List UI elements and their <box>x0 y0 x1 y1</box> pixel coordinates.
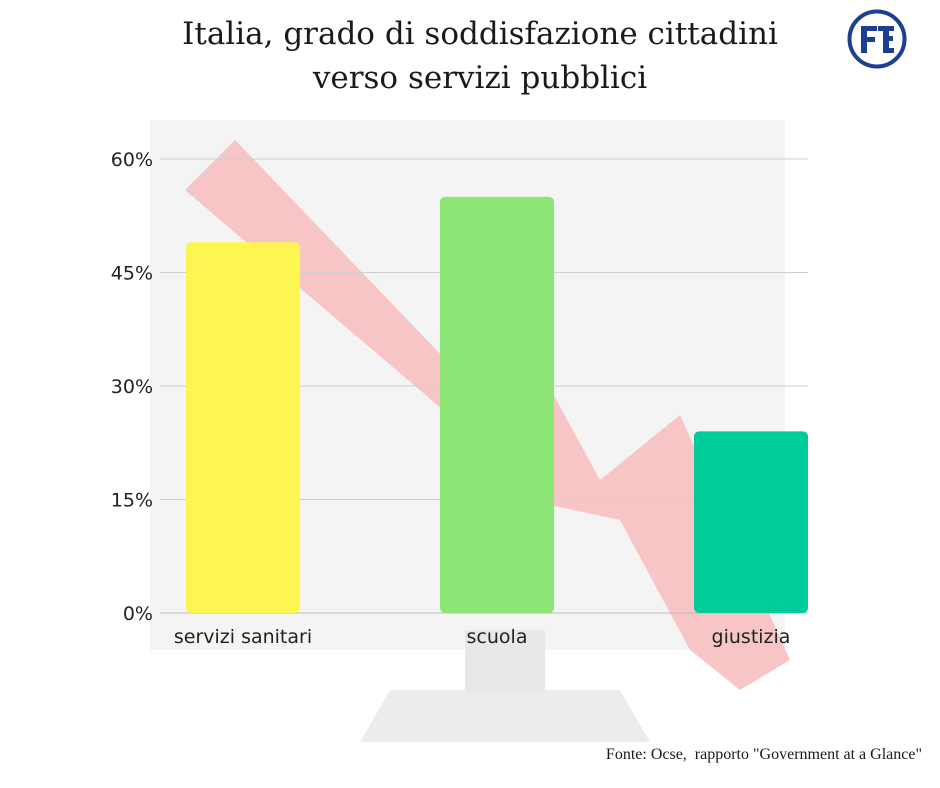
x-category-label: servizi sanitari <box>174 626 312 648</box>
y-tick-label: 45% <box>111 263 153 285</box>
monitor-stand <box>465 630 545 692</box>
title-line-1: Italia, grado di soddisfazione cittadini <box>182 16 778 52</box>
title-line-2: verso servizi pubblici <box>312 60 648 96</box>
bar-servizi-sanitari <box>186 242 300 613</box>
y-tick-label: 30% <box>111 376 153 398</box>
x-category-label: giustizia <box>712 626 791 648</box>
bar-scuola <box>440 196 554 614</box>
y-tick-label: 15% <box>111 490 153 512</box>
y-tick-label: 60% <box>111 149 153 171</box>
x-category-label: scuola <box>467 626 528 648</box>
bar-layer <box>186 196 808 614</box>
monitor-base <box>360 690 650 742</box>
y-tick-label: 0% <box>123 603 153 625</box>
bar-giustizia <box>694 431 808 613</box>
chart-title: Italia, grado di soddisfazione cittadini… <box>0 12 940 100</box>
source-note: Fonte: Ocse, rapporto "Government at a G… <box>605 746 922 763</box>
label-layer: 0% 15% 30% 45% 60% servizi sanitari scuola gius… <box>111 149 791 648</box>
fe-logo-icon <box>847 9 907 69</box>
